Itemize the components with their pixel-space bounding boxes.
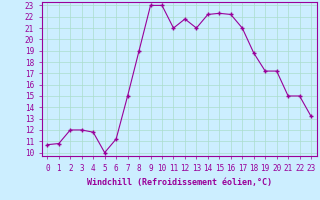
X-axis label: Windchill (Refroidissement éolien,°C): Windchill (Refroidissement éolien,°C) [87,178,272,187]
